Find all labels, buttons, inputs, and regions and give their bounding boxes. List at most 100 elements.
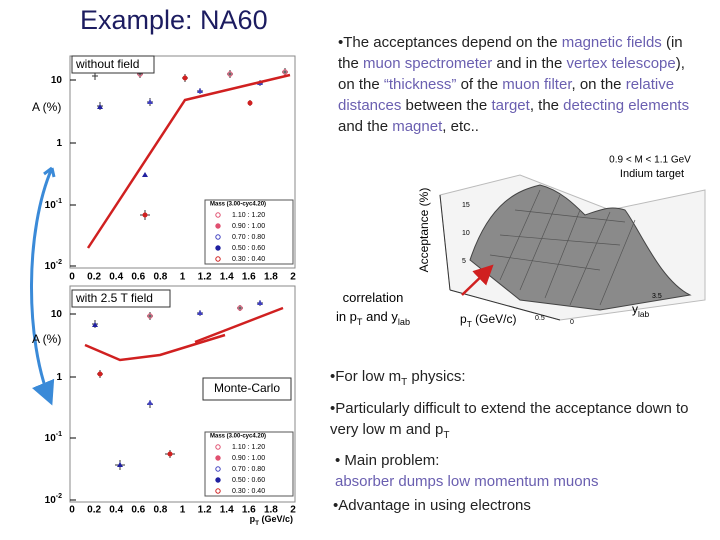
z-tick-label: 10 [462,230,470,237]
surface-cut: 0.9 < M < 1.1 GeV [609,155,691,166]
legend-box [204,199,294,265]
x-tick-label: 1 [180,505,186,516]
z-tick-label: 5 [462,258,466,265]
pointer-arrow [461,264,494,296]
y-tick-label: 10-2 [45,493,62,505]
legend-entry: 0.70 : 0.80 [232,466,265,473]
bullet: •Particularly difficult to extend the ac… [330,398,715,446]
caption: correlation [343,290,404,305]
label-box [71,289,171,308]
text-part: lab [638,309,650,319]
text-part: in p [336,309,357,324]
text-part: and y [362,309,398,324]
legend-marker [215,256,221,262]
y-tick-label: 10-1 [45,431,62,443]
text-part: T [467,319,472,329]
legend-entry: 0.50 : 0.60 [232,477,265,484]
text-part: magnet [392,118,443,135]
bullet: •Advantage in using electrons [333,495,713,516]
legend-marker [215,223,221,229]
text-part: between the [401,97,492,114]
x-tick-label: 0 [69,272,75,283]
text-part: • Main problem: [335,452,440,469]
x-tick-label: 0.8 [153,272,167,283]
text-part: relative distances [338,76,675,114]
y-tick-label: 10-2 [45,259,62,271]
trend-line [84,333,226,362]
legend-marker [215,212,221,218]
curved-arrow [30,167,55,406]
legend-marker [215,444,221,450]
x-tick-label: 0.6 [131,272,145,283]
text-part: -1 [56,431,62,438]
legend-entry: 0.90 : 1.00 [232,223,265,230]
text-part: 10 [45,433,57,444]
markers [92,69,288,467]
text-part: correlation [343,290,404,305]
x-axis-label: pT (GeV/c) [460,312,516,329]
surface-plot [439,174,706,321]
x-axis-label: pT (GeV/c) [250,514,293,527]
y-tick-label: 10 [51,309,63,320]
legend-entry: 1.10 : 1.20 [232,212,265,219]
x-tick-label: 0.2 [87,505,101,516]
text-part: •Particularly difficult to extend the ac… [330,400,689,438]
text-part: -2 [56,493,62,500]
text-part: and the [338,118,393,135]
legend-entry: 0.50 : 0.60 [232,245,265,252]
text-part: detecting elements [563,97,690,114]
y-tick-label: 10-1 [45,198,62,210]
y-tick-label: 10 [51,75,63,86]
text-part: 1 [56,138,62,149]
legend-entry: 0.30 : 0.40 [232,488,265,495]
x-tick-label: 1.2 [198,505,212,516]
x-tick-label: 0 [69,505,75,516]
y-axis-label: ylab [632,302,650,319]
trend-line [86,73,291,249]
text-part: absorber dumps low momentum muons [335,473,599,490]
legend-marker [215,455,221,461]
x-tick-label: 0 [570,319,574,326]
text-part: target [491,97,530,114]
text-part: -1 [56,198,62,205]
surface-target: Indium target [620,168,684,180]
text-part: T [401,377,408,388]
plot-label: with 2.5 T field [75,291,153,305]
text-part: muon spectrometer [363,55,493,72]
note: Monte-Carlo [214,381,280,395]
x-tick-label: 0.8 [153,505,167,516]
x-tick-label: 2 [290,272,296,283]
text-part: (GeV/c) [259,514,293,524]
x-tick-label: 1 [180,272,186,283]
text-part: muon filter [502,76,572,93]
text-part: 10 [45,495,57,506]
z-axis-label: Acceptance (%) [417,188,431,273]
text-part: and in the [492,55,567,72]
text-part: “thickness” [383,76,457,93]
x-tick-label: 2 [290,505,296,516]
text-part: of the [456,76,503,93]
text-part: T [443,430,450,441]
text-part: p [460,312,467,326]
text-part: ), on the [338,55,685,93]
x-tick-label: 1.6 [242,505,256,516]
caption: in pT and ylab [336,309,410,327]
legend-entry: 0.30 : 0.40 [232,256,265,263]
x-tick-label: 0.2 [87,272,101,283]
text-part: T [357,317,363,327]
legend-marker [215,245,221,251]
text-part: 10 [45,200,57,211]
text-part: p [250,514,256,524]
note-box [202,377,292,401]
title: Example: NA60 [80,5,268,35]
x-tick-label: 0.4 [109,505,123,516]
x-tick-label: 1.8 [264,505,278,516]
y-axis-label: A (%) [32,332,61,346]
text-part: vertex telescope [566,55,676,72]
legend-box [204,431,294,497]
intro-text: •The acceptances depend on the magnetic … [338,32,698,137]
legend-title: Mass (3.00-cyc4.20) [210,202,266,208]
x-tick-label: 0.5 [535,315,545,322]
legend-entry: 1.10 : 1.20 [232,444,265,451]
